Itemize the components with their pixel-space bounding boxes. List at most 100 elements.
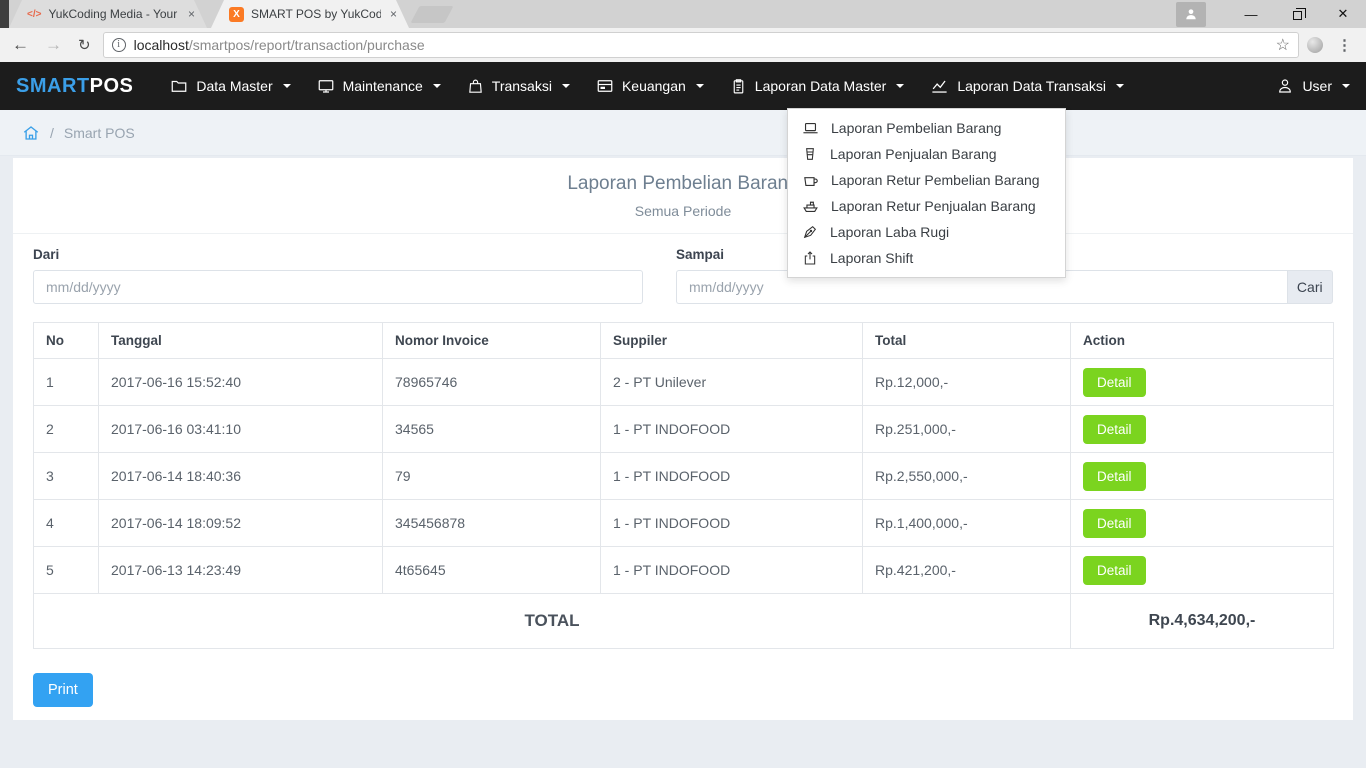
- menu-item-label: Laporan Pembelian Barang: [831, 120, 1002, 136]
- browser-tab-smartpos[interactable]: X SMART POS by YukCodin ×: [211, 0, 409, 28]
- table-row: 5 2017-06-13 14:23:49 4t65645 1 - PT IND…: [33, 546, 1334, 594]
- reload-icon[interactable]: ↻: [78, 37, 91, 54]
- nav-label: Maintenance: [342, 78, 423, 94]
- chevron-down-icon: [1115, 84, 1124, 88]
- tab-title: YukCoding Media - Your: [48, 7, 178, 21]
- search-button[interactable]: Cari: [1286, 270, 1333, 304]
- tab-close-icon[interactable]: ×: [389, 7, 397, 21]
- page-info-icon[interactable]: i: [111, 38, 126, 52]
- bookmark-star-icon[interactable]: ☆: [1275, 37, 1290, 54]
- pen-icon: [803, 225, 817, 239]
- cell-total: Rp.12,000,-: [862, 358, 1071, 406]
- table-row: 1 2017-06-16 15:52:40 78965746 2 - PT Un…: [33, 358, 1334, 406]
- page-content: Laporan Pembelian Barang Semua Periode D…: [0, 156, 1366, 720]
- cell-invoice: 78965746: [382, 358, 601, 406]
- mug-icon: [804, 176, 818, 186]
- col-header-invoice: Nomor Invoice: [382, 322, 601, 359]
- col-header-supplier: Suppiler: [600, 322, 863, 359]
- laporan-data-transaksi-dropdown: Laporan Pembelian Barang Laporan Penjual…: [787, 108, 1066, 278]
- cell-tanggal: 2017-06-14 18:09:52: [98, 499, 383, 547]
- monitor-icon: [318, 80, 333, 93]
- detail-button[interactable]: Detail: [1083, 555, 1146, 585]
- cell-supplier: 2 - PT Unilever: [600, 358, 863, 406]
- user-icon: [1279, 79, 1292, 93]
- forward-icon[interactable]: →: [45, 35, 62, 54]
- nav-item-transaksi[interactable]: Transaksi: [454, 62, 583, 110]
- total-label: TOTAL: [33, 593, 1071, 649]
- window-controls: — ✕: [1176, 0, 1366, 28]
- nav-item-keuangan[interactable]: Keuangan: [583, 62, 717, 110]
- menu-item-laporan-laba-rugi[interactable]: Laporan Laba Rugi: [788, 219, 1065, 245]
- ship-icon: [803, 201, 818, 212]
- nav-label: Laporan Data Master: [754, 78, 887, 94]
- cell-tanggal: 2017-06-16 15:52:40: [98, 358, 383, 406]
- browser-tab-strip: </> YukCoding Media - Your × X SMART POS…: [0, 0, 1366, 28]
- menu-item-laporan-retur-pembelian-barang[interactable]: Laporan Retur Pembelian Barang: [788, 167, 1065, 193]
- detail-button[interactable]: Detail: [1083, 461, 1146, 491]
- menu-item-laporan-pembelian-barang[interactable]: Laporan Pembelian Barang: [788, 115, 1065, 141]
- url-omnibox[interactable]: i localhost/smartpos/report/transaction/…: [102, 32, 1299, 58]
- detail-button[interactable]: Detail: [1083, 367, 1146, 397]
- chevron-down-icon: [1342, 84, 1350, 88]
- graph-icon: [932, 80, 947, 93]
- from-date-label: Dari: [33, 247, 60, 262]
- extension-icon[interactable]: [1307, 37, 1323, 53]
- print-button[interactable]: Print: [33, 673, 93, 707]
- cell-invoice: 345456878: [382, 499, 601, 547]
- cell-total: Rp.251,000,-: [862, 405, 1071, 453]
- clipboard-icon: [733, 78, 744, 93]
- page-header: Laporan Pembelian Barang Semua Periode: [13, 158, 1353, 234]
- tab-title: SMART POS by YukCodin: [251, 7, 381, 21]
- menu-item-laporan-penjualan-barang[interactable]: Laporan Penjualan Barang: [788, 141, 1065, 167]
- browser-profile-icon[interactable]: [1176, 1, 1206, 27]
- cell-total: Rp.1,400,000,-: [862, 499, 1071, 547]
- chevron-down-icon: [695, 84, 704, 88]
- nav-item-data-master[interactable]: Data Master: [157, 62, 303, 110]
- cell-no: 4: [33, 499, 99, 547]
- window-edge: [0, 0, 9, 28]
- browser-tab-yukcoding[interactable]: </> YukCoding Media - Your ×: [9, 0, 207, 28]
- cell-tanggal: 2017-06-13 14:23:49: [98, 546, 383, 594]
- nav-item-user[interactable]: User: [1276, 77, 1350, 95]
- cell-invoice: 34565: [382, 405, 601, 453]
- close-button[interactable]: ✕: [1337, 6, 1349, 21]
- menu-item-label: Laporan Laba Rugi: [830, 224, 950, 240]
- back-icon[interactable]: ←: [12, 35, 29, 54]
- breadcrumb-item[interactable]: Smart POS: [63, 124, 135, 141]
- browser-menu-icon[interactable]: ⋮: [1337, 37, 1352, 54]
- cell-no: 2: [33, 405, 99, 453]
- total-amount: Rp.4,634,200,-: [1070, 593, 1334, 649]
- menu-item-laporan-shift[interactable]: Laporan Shift: [788, 245, 1065, 271]
- report-card: Laporan Pembelian Barang Semua Periode D…: [13, 158, 1353, 720]
- folder-icon: [172, 80, 187, 92]
- card-footer: Print: [13, 649, 1353, 720]
- col-header-action: Action: [1070, 322, 1334, 359]
- cell-invoice: 79: [382, 452, 601, 500]
- chevron-down-icon: [282, 84, 291, 88]
- detail-button[interactable]: Detail: [1083, 508, 1146, 538]
- home-icon[interactable]: [22, 124, 40, 142]
- purchase-report-table: No Tanggal Nomor Invoice Suppiler Total …: [33, 322, 1334, 649]
- laptop-icon: [803, 122, 818, 133]
- new-tab-button[interactable]: [410, 6, 454, 23]
- cell-no: 3: [33, 452, 99, 500]
- restore-button[interactable]: [1274, 7, 1320, 22]
- shopping-bag-icon: [468, 79, 482, 93]
- tab-close-icon[interactable]: ×: [187, 7, 195, 21]
- nav-item-laporan-data-master[interactable]: Laporan Data Master: [717, 62, 918, 110]
- detail-button[interactable]: Detail: [1083, 414, 1146, 444]
- menu-item-laporan-retur-penjualan-barang[interactable]: Laporan Retur Penjualan Barang: [788, 193, 1065, 219]
- table-row: 2 2017-06-16 03:41:10 34565 1 - PT INDOF…: [33, 405, 1334, 453]
- from-date-input[interactable]: [33, 270, 643, 304]
- cell-no: 1: [33, 358, 99, 406]
- col-header-tanggal: Tanggal: [98, 322, 383, 359]
- cell-supplier: 1 - PT INDOFOOD: [600, 546, 863, 594]
- nav-label: Keuangan: [621, 78, 686, 94]
- nav-item-maintenance[interactable]: Maintenance: [304, 62, 454, 110]
- nav-item-laporan-data-transaksi[interactable]: Laporan Data Transaksi: [917, 62, 1137, 110]
- page-subtitle: Semua Periode: [634, 203, 732, 219]
- minimize-button[interactable]: —: [1244, 6, 1258, 22]
- cell-tanggal: 2017-06-16 03:41:10: [98, 405, 383, 453]
- chevron-down-icon: [432, 84, 441, 88]
- brand-logo[interactable]: SMARTPOS: [16, 74, 134, 97]
